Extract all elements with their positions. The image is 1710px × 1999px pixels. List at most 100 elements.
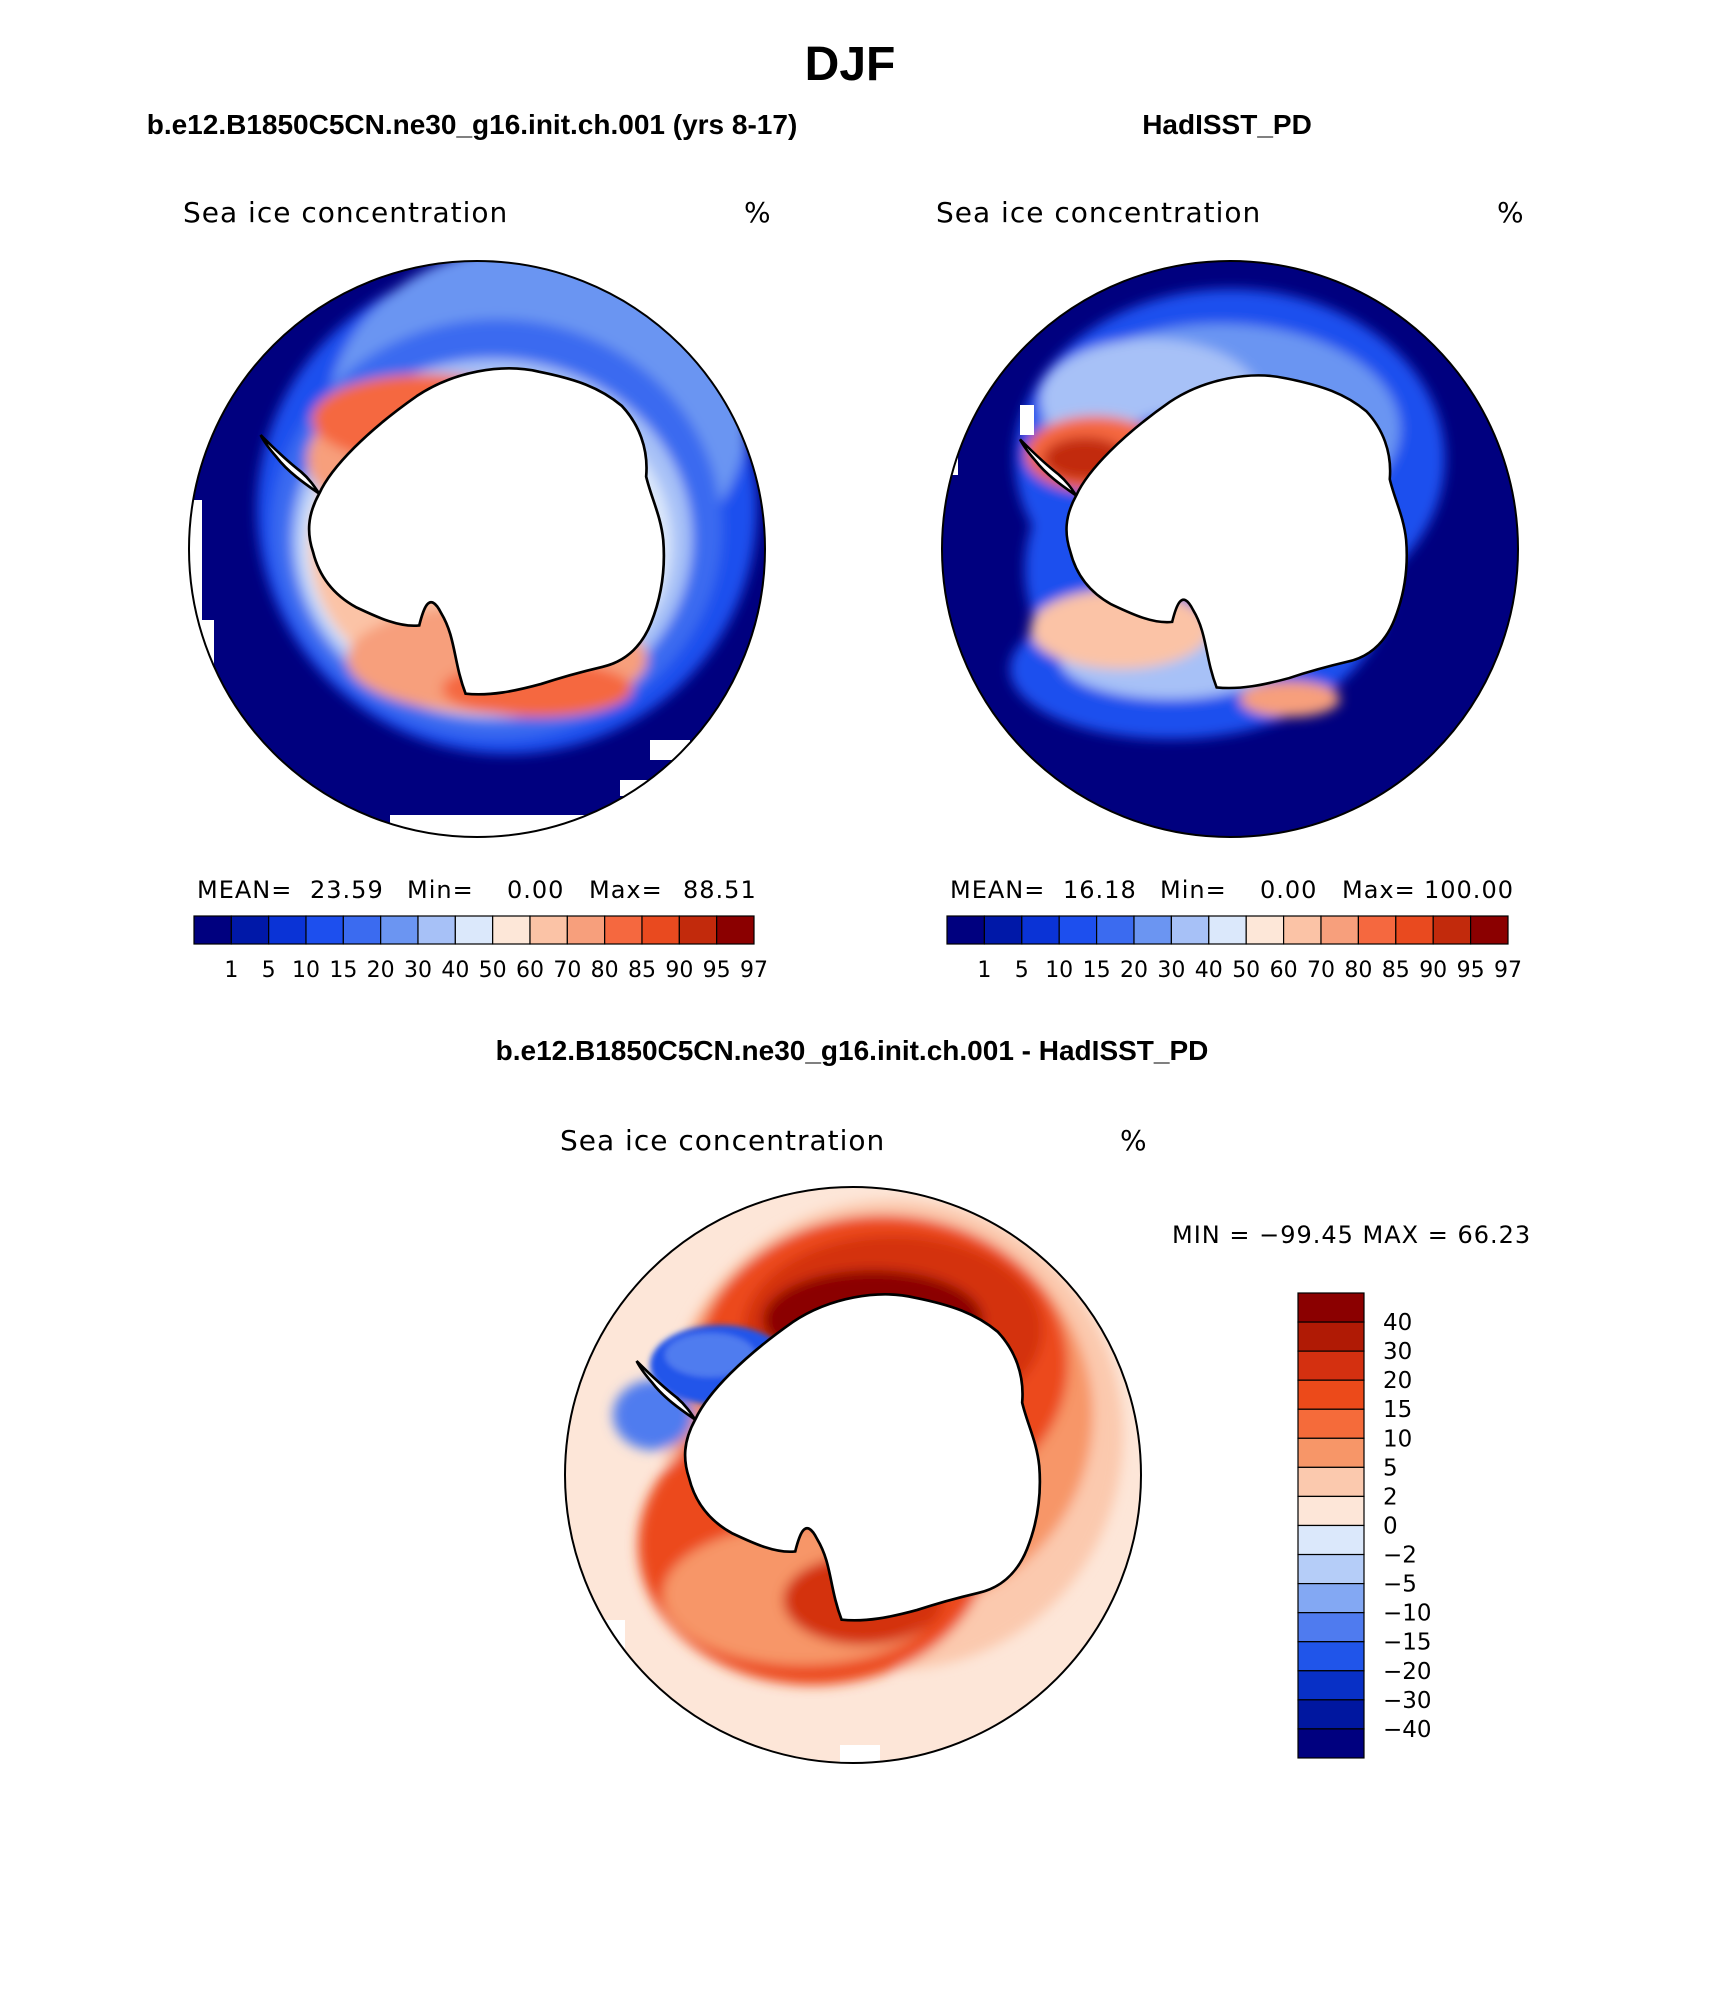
model-map-border (188, 260, 766, 838)
obs-colorbar-box (983, 915, 1023, 945)
model-stats: MEAN= 23.59 Min= 0.00 Max= 88.51 (197, 876, 757, 904)
model-colorbar-label: 95 (703, 958, 731, 983)
diff-panel-title: b.e12.B1850C5CN.ne30_g16.init.ch.001 - H… (496, 1035, 1209, 1066)
model-colorbar-box (230, 915, 270, 945)
obs-colorbar-box (1058, 915, 1098, 945)
obs-stats: MEAN= 16.18 Min= 0.00 Max= 100.00 (950, 876, 1514, 904)
model-panel: Sea ice concentration % (183, 196, 771, 983)
obs-colorbar-label: 90 (1419, 958, 1447, 983)
obs-colorbar-label: 20 (1120, 958, 1148, 983)
obs-colorbar: 1 5 10 15 20 30 40 50 60 70 80 85 90 95 97 (946, 915, 1522, 983)
diff-colorbar-box (1297, 1582, 1365, 1614)
obs-colorbar-box (1395, 915, 1434, 945)
obs-colorbar-box (1432, 915, 1472, 945)
obs-colorbar-label: 95 (1457, 958, 1485, 983)
diff-colorbar-box (1297, 1466, 1365, 1498)
model-variable-label: Sea ice concentration (183, 196, 508, 229)
obs-variable-label: Sea ice concentration (936, 196, 1261, 229)
model-units-label: % (744, 196, 771, 229)
diff-colorbar-label: −40 (1383, 1717, 1432, 1743)
obs-colorbar-label: 30 (1157, 958, 1185, 983)
model-colorbar-label: 60 (516, 958, 544, 983)
model-colorbar-box (492, 915, 531, 945)
diff-colorbar-box (1297, 1553, 1365, 1585)
model-colorbar-label: 80 (591, 958, 619, 983)
obs-colorbar-box (946, 915, 986, 945)
model-colorbar-box (529, 915, 568, 945)
diff-colorbar-label: −20 (1383, 1659, 1432, 1685)
diff-colorbar-box (1297, 1612, 1365, 1643)
obs-colorbar-box (1021, 915, 1060, 945)
model-colorbar-label: 20 (367, 958, 395, 983)
diff-map-border (564, 1186, 1142, 1764)
model-colorbar-label: 1 (224, 958, 238, 983)
diff-units-label: % (1120, 1124, 1147, 1157)
model-colorbar-box (380, 915, 419, 945)
model-colorbar-label: 30 (404, 958, 432, 983)
obs-map (942, 261, 1518, 837)
obs-panel: Sea ice concentration % (936, 196, 1524, 983)
diff-panel: Sea ice concentration % MIN = −99.45 MAX… (560, 1124, 1531, 1764)
diff-colorbar-box (1297, 1292, 1365, 1323)
obs-colorbar-box (1357, 915, 1397, 945)
diff-colorbar-box (1297, 1408, 1365, 1439)
diff-colorbar-box (1297, 1728, 1365, 1759)
diff-colorbar-label: −10 (1383, 1601, 1432, 1627)
diff-minmax: MIN = −99.45 MAX = 66.23 (1172, 1221, 1531, 1249)
model-colorbar-label: 40 (441, 958, 469, 983)
diff-colorbar-label: −5 (1383, 1572, 1417, 1598)
left-panel-title: b.e12.B1850C5CN.ne30_g16.init.ch.001 (yr… (147, 109, 798, 140)
model-colorbar-box (454, 915, 494, 945)
diff-colorbar-box (1297, 1670, 1365, 1701)
obs-colorbar-box (1208, 915, 1247, 945)
model-colorbar-box (641, 915, 680, 945)
obs-colorbar-label: 50 (1232, 958, 1260, 983)
model-colorbar-box (342, 915, 382, 945)
diff-colorbar-label: 10 (1383, 1426, 1412, 1452)
diff-colorbar-label: 20 (1383, 1368, 1412, 1394)
diff-colorbar-box (1297, 1321, 1365, 1352)
obs-colorbar-label: 10 (1045, 958, 1073, 983)
diff-colorbar-box (1297, 1699, 1365, 1730)
model-colorbar-box (417, 915, 456, 945)
model-colorbar: 1 5 10 15 20 30 40 50 60 70 80 85 90 95 97 (193, 915, 768, 983)
model-colorbar-box (566, 915, 606, 945)
model-colorbar-label: 5 (262, 958, 276, 983)
diff-variable-label: Sea ice concentration (560, 1124, 885, 1157)
diff-colorbar-box (1297, 1379, 1365, 1410)
model-colorbar-label: 90 (665, 958, 693, 983)
diff-colorbar-label: −30 (1383, 1688, 1432, 1714)
obs-colorbar-box (1320, 915, 1360, 945)
right-panel-title: HadISST_PD (1142, 109, 1312, 140)
model-colorbar-box (193, 915, 232, 945)
obs-colorbar-label: 97 (1494, 958, 1522, 983)
obs-colorbar-label: 70 (1307, 958, 1335, 983)
model-colorbar-label: 15 (329, 958, 357, 983)
diff-colorbar-box (1297, 1495, 1365, 1527)
model-colorbar-label: 50 (479, 958, 507, 983)
diff-colorbar-label: 40 (1383, 1310, 1412, 1336)
obs-colorbar-label: 1 (977, 958, 991, 983)
season-title: DJF (805, 38, 896, 91)
model-colorbar-label: 70 (553, 958, 581, 983)
obs-colorbar-box (1133, 915, 1173, 945)
diff-colorbar-box (1297, 1524, 1365, 1556)
diff-colorbar-label: 2 (1383, 1484, 1398, 1510)
obs-map-border (941, 260, 1519, 838)
obs-colorbar-label: 5 (1015, 958, 1029, 983)
obs-colorbar-label: 85 (1382, 958, 1410, 983)
diff-colorbar-box (1297, 1437, 1365, 1468)
diff-colorbar-label: 5 (1383, 1455, 1398, 1481)
model-colorbar-box (678, 915, 718, 945)
diff-colorbar-box (1297, 1641, 1365, 1672)
diff-colorbar-label: 0 (1383, 1513, 1398, 1539)
model-colorbar-box (268, 915, 307, 945)
obs-units-label: % (1497, 196, 1524, 229)
model-colorbar-box (305, 915, 344, 945)
obs-colorbar-box (1245, 915, 1285, 945)
model-colorbar-box (716, 915, 755, 945)
obs-colorbar-box (1095, 915, 1135, 945)
diff-colorbar-box (1297, 1350, 1365, 1381)
